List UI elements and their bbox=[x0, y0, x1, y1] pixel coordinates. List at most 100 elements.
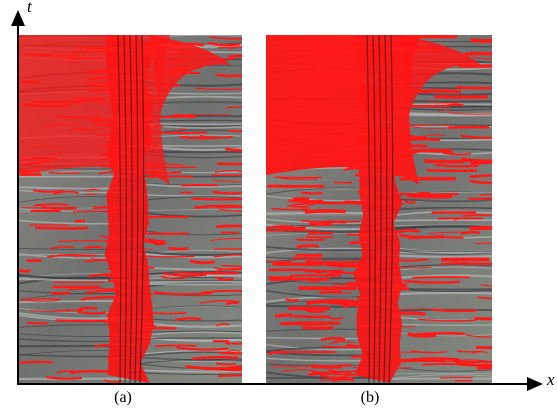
dark-line bbox=[366, 35, 371, 383]
dark-line bbox=[139, 35, 145, 383]
red-streak bbox=[277, 146, 326, 149]
red-streak bbox=[357, 188, 374, 194]
red-streak bbox=[88, 273, 135, 278]
red-streak bbox=[174, 271, 225, 275]
red-streak bbox=[145, 175, 193, 179]
red-streak bbox=[66, 287, 120, 291]
red-streak bbox=[99, 144, 159, 148]
red-streak bbox=[304, 209, 346, 214]
red-streak bbox=[174, 317, 202, 322]
red-streak bbox=[472, 351, 488, 355]
red-streak bbox=[19, 157, 58, 162]
red-region bbox=[399, 35, 481, 115]
red-streak bbox=[42, 124, 86, 128]
red-streak bbox=[404, 35, 458, 39]
red-streak bbox=[327, 119, 357, 123]
red-streak bbox=[58, 240, 117, 243]
red-streak bbox=[307, 46, 331, 53]
red-streak bbox=[25, 161, 42, 166]
red-streak bbox=[477, 296, 492, 300]
red-streak bbox=[225, 301, 239, 306]
red-streak bbox=[215, 267, 242, 272]
red-streak bbox=[442, 359, 488, 363]
red-streak bbox=[308, 231, 334, 235]
dark-line bbox=[372, 35, 376, 383]
red-streak bbox=[327, 369, 357, 373]
red-streak bbox=[194, 204, 242, 210]
red-streak bbox=[90, 83, 150, 89]
t-label: t bbox=[27, 0, 33, 16]
red-streak bbox=[403, 279, 460, 284]
red-streak bbox=[55, 61, 82, 64]
red-streak bbox=[327, 271, 356, 276]
red-streak bbox=[168, 246, 189, 251]
red-streak bbox=[274, 313, 294, 319]
red-streak bbox=[219, 208, 242, 212]
red-streak bbox=[268, 275, 294, 280]
red-streak bbox=[365, 120, 392, 125]
red-streak bbox=[300, 191, 323, 195]
red-streak bbox=[343, 167, 366, 171]
red-streak bbox=[412, 276, 470, 279]
red-streak bbox=[431, 308, 478, 313]
red-streak bbox=[55, 319, 111, 323]
red-streak bbox=[285, 298, 299, 302]
red-streak bbox=[423, 159, 465, 164]
red-streak bbox=[292, 52, 309, 56]
red-streak bbox=[162, 272, 207, 277]
red-streak bbox=[297, 77, 327, 82]
red-streak bbox=[418, 318, 477, 322]
red-streak bbox=[85, 72, 107, 75]
red-streak bbox=[397, 148, 453, 154]
red-streak bbox=[407, 332, 437, 338]
red-streak bbox=[287, 204, 310, 208]
red-streak bbox=[408, 134, 427, 139]
red-streak bbox=[211, 174, 242, 177]
red-streak bbox=[142, 215, 189, 219]
red-streak bbox=[326, 262, 379, 268]
red-streak bbox=[56, 370, 78, 374]
red-streak bbox=[29, 145, 62, 149]
red-streak bbox=[427, 100, 462, 104]
red-streak bbox=[215, 362, 236, 366]
red-streak bbox=[26, 321, 49, 325]
red-streak bbox=[380, 304, 395, 308]
red-streak bbox=[49, 246, 75, 250]
red-streak bbox=[470, 160, 492, 166]
red-streak bbox=[319, 290, 342, 295]
red-streak bbox=[199, 134, 233, 139]
red-streak bbox=[78, 306, 98, 311]
red-streak bbox=[348, 240, 374, 245]
red-streak bbox=[354, 271, 374, 277]
red-streak bbox=[266, 114, 306, 118]
red-streak bbox=[308, 158, 368, 161]
red-streak bbox=[360, 79, 374, 83]
caption-b: (b) bbox=[361, 389, 380, 406]
dark-line bbox=[388, 35, 394, 383]
red-streak bbox=[157, 60, 170, 64]
red-streak bbox=[461, 157, 492, 164]
red-streak bbox=[18, 169, 40, 173]
red-streak bbox=[475, 242, 492, 245]
red-streak bbox=[19, 80, 41, 84]
red-streak bbox=[402, 357, 460, 363]
red-streak bbox=[266, 184, 325, 188]
red-streak bbox=[409, 125, 452, 129]
red-streak bbox=[151, 124, 164, 129]
panel-a-image bbox=[18, 35, 242, 383]
red-streak bbox=[52, 190, 80, 195]
red-streak bbox=[429, 231, 476, 234]
red-streak bbox=[217, 374, 242, 378]
red-streak bbox=[213, 254, 242, 258]
red-streak bbox=[29, 309, 71, 312]
red-streak bbox=[108, 333, 146, 337]
red-streak bbox=[210, 237, 242, 242]
red-streak bbox=[209, 36, 242, 40]
red-streak bbox=[271, 207, 309, 211]
red-streak bbox=[212, 179, 242, 183]
red-streak bbox=[320, 336, 346, 342]
red-streak bbox=[148, 130, 208, 135]
red-streak bbox=[216, 323, 230, 327]
red-streak bbox=[192, 355, 239, 361]
red-streak bbox=[398, 233, 444, 239]
